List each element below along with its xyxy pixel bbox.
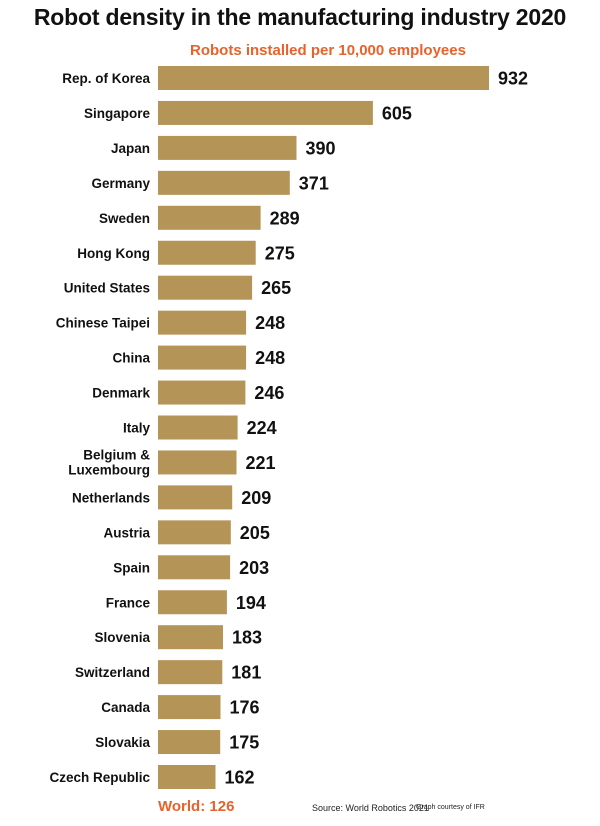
value-label-austria: 205 bbox=[240, 523, 270, 543]
bar-germany bbox=[158, 170, 290, 195]
bar-slovenia bbox=[158, 625, 223, 650]
bar-austria bbox=[158, 520, 231, 545]
category-label-china: China bbox=[112, 351, 150, 366]
value-label-spain: 203 bbox=[239, 558, 269, 578]
value-label-chinese-taipei: 248 bbox=[255, 313, 285, 333]
source-note: Source: World Robotics 2021 bbox=[312, 803, 429, 813]
category-label-france: France bbox=[106, 595, 151, 610]
bar-canada bbox=[158, 695, 221, 720]
bar-china bbox=[158, 345, 247, 370]
bar-sweden bbox=[158, 205, 261, 230]
bar-spain bbox=[158, 555, 231, 580]
value-label-czech-republic: 162 bbox=[225, 768, 255, 788]
category-label-hong-kong: Hong Kong bbox=[77, 246, 150, 261]
value-label-france: 194 bbox=[236, 593, 266, 613]
value-label-switzerland: 181 bbox=[231, 663, 261, 683]
bar-czech-republic bbox=[158, 765, 216, 789]
value-label-belgium-luxembourg: 221 bbox=[246, 453, 276, 473]
value-label-rep-of-korea: 932 bbox=[498, 69, 528, 89]
chart-subtitle: Robots installed per 10,000 employees bbox=[190, 42, 466, 59]
value-label-singapore: 605 bbox=[382, 104, 412, 124]
category-label-slovenia: Slovenia bbox=[94, 630, 150, 645]
value-label-sweden: 289 bbox=[270, 208, 300, 228]
value-label-germany: 371 bbox=[299, 173, 329, 193]
world-average-label: World: 126 bbox=[158, 798, 235, 815]
value-label-slovakia: 175 bbox=[229, 733, 259, 753]
bar-belgium-luxembourg bbox=[158, 450, 237, 475]
category-label-spain: Spain bbox=[113, 560, 150, 575]
bar-united-states bbox=[158, 275, 253, 300]
bar-italy bbox=[158, 415, 238, 440]
category-label-belgium-luxembourg: Belgium & Luxembourg bbox=[68, 448, 150, 478]
bar-denmark bbox=[158, 380, 246, 405]
value-label-netherlands: 209 bbox=[241, 488, 271, 508]
bar-rep-of-korea bbox=[158, 66, 489, 90]
category-label-switzerland: Switzerland bbox=[75, 665, 150, 680]
value-label-japan: 390 bbox=[306, 138, 336, 158]
value-label-canada: 176 bbox=[230, 698, 260, 718]
value-label-denmark: 246 bbox=[254, 383, 284, 403]
category-label-netherlands: Netherlands bbox=[72, 490, 150, 505]
bar-singapore bbox=[158, 100, 373, 125]
value-label-italy: 224 bbox=[247, 418, 277, 438]
category-label-slovakia: Slovakia bbox=[95, 735, 150, 750]
bar-chinese-taipei bbox=[158, 310, 247, 335]
value-label-slovenia: 183 bbox=[232, 628, 262, 648]
category-label-japan: Japan bbox=[111, 141, 150, 156]
value-label-hong-kong: 275 bbox=[265, 243, 295, 263]
category-label-sweden: Sweden bbox=[99, 211, 150, 226]
bar-slovakia bbox=[158, 730, 221, 755]
category-label-germany: Germany bbox=[91, 176, 150, 191]
category-label-rep-of-korea: Rep. of Korea bbox=[62, 71, 150, 86]
category-label-chinese-taipei: Chinese Taipei bbox=[56, 316, 150, 331]
credit-note: Graph courtesy of IFR bbox=[416, 804, 485, 811]
value-label-china: 248 bbox=[255, 348, 285, 368]
bar-japan bbox=[158, 135, 297, 160]
category-label-austria: Austria bbox=[103, 525, 150, 540]
category-label-united-states: United States bbox=[64, 281, 150, 296]
category-label-denmark: Denmark bbox=[92, 386, 150, 401]
category-label-italy: Italy bbox=[123, 421, 151, 436]
bar-hong-kong bbox=[158, 240, 256, 265]
category-label-singapore: Singapore bbox=[84, 106, 151, 121]
value-label-united-states: 265 bbox=[261, 278, 291, 298]
bar-france bbox=[158, 590, 227, 615]
bar-netherlands bbox=[158, 485, 233, 510]
bar-switzerland bbox=[158, 660, 223, 685]
category-label-canada: Canada bbox=[101, 700, 150, 715]
chart-title: Robot density in the manufacturing indus… bbox=[33, 4, 567, 30]
category-label-czech-republic: Czech Republic bbox=[49, 770, 150, 785]
